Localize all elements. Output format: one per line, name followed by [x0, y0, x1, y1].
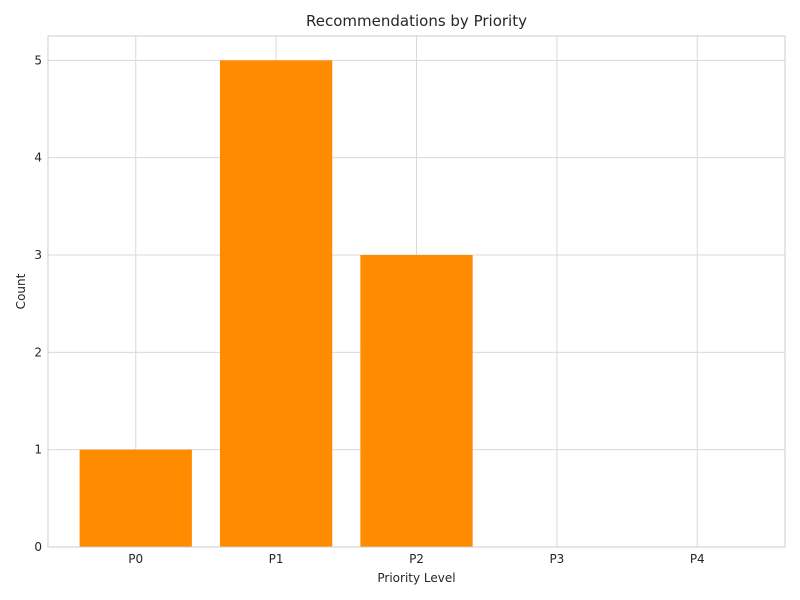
bar-p1 [219, 60, 333, 547]
y-tick-label: 5 [34, 53, 42, 67]
y-tick-label: 3 [34, 248, 42, 262]
bar-p2 [360, 255, 473, 547]
x-axis-label: Priority Level [377, 571, 455, 585]
y-tick-label: 4 [34, 151, 42, 165]
bars-layer [79, 60, 473, 547]
x-tick-label: P3 [549, 552, 564, 566]
x-tick-label: P1 [269, 552, 284, 566]
plot-frame [47, 35, 786, 548]
x-tick-label: P2 [409, 552, 424, 566]
y-tick-label: 1 [34, 443, 42, 457]
y-axis-label: Count [14, 273, 28, 309]
y-tick-label: 0 [34, 540, 42, 554]
ticks-layer: 0 1 2 3 4 5 P0 P1 P2 P3 P4 [34, 53, 704, 566]
bar-p0 [79, 449, 192, 547]
x-tick-label: P4 [690, 552, 705, 566]
y-tick-label: 2 [34, 345, 42, 359]
x-tick-label: P0 [128, 552, 143, 566]
chart-title: Recommendations by Priority [306, 12, 527, 30]
